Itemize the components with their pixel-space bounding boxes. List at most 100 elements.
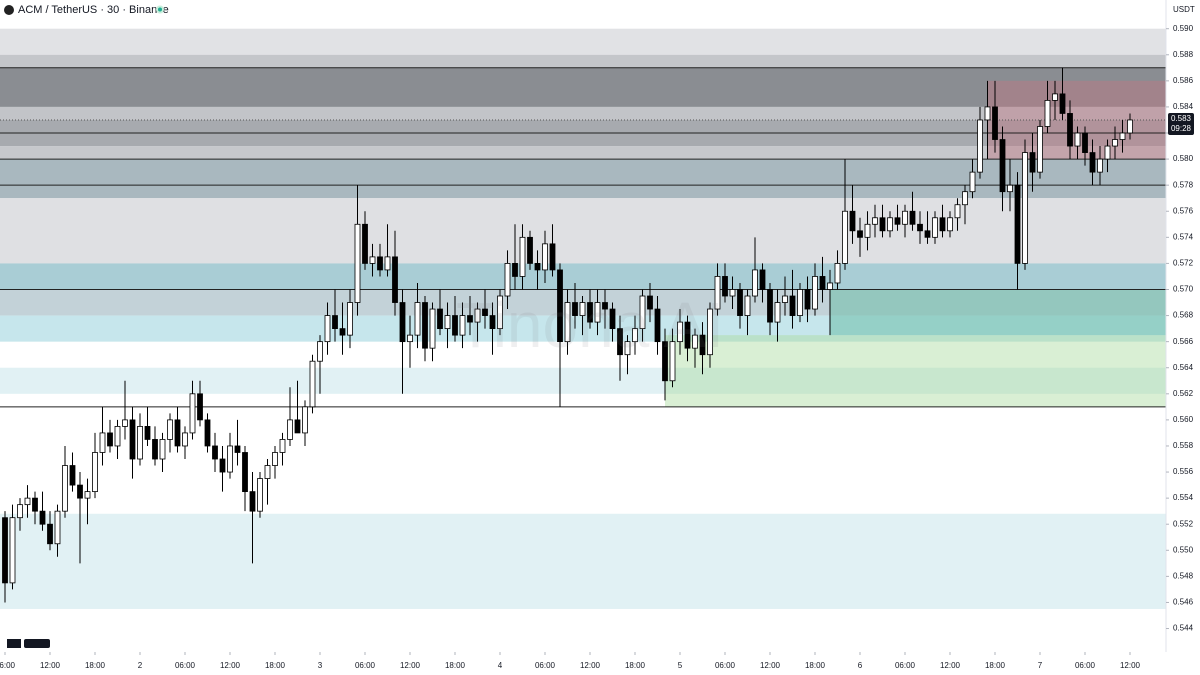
candle-body <box>684 321 691 349</box>
candle-body <box>159 439 166 460</box>
candle-body <box>167 419 173 440</box>
candle-body <box>617 328 623 356</box>
y-tick-label: 0.584 <box>1173 102 1194 111</box>
candle-body <box>1029 152 1036 173</box>
candle-body <box>482 308 488 316</box>
candle-body <box>62 465 68 512</box>
x-tick-label: 12:00 <box>40 661 61 670</box>
y-tick-label: 0.586 <box>1173 76 1194 85</box>
candle-body <box>272 452 278 466</box>
y-tick-label: 0.556 <box>1173 467 1194 476</box>
x-tick-label: 2 <box>138 661 143 670</box>
candle-body <box>819 276 826 290</box>
candle-body <box>197 393 203 421</box>
candle-body <box>1119 132 1126 140</box>
candle-body <box>1104 145 1111 160</box>
candle-body <box>699 334 706 356</box>
y-tick-label: 0.570 <box>1173 285 1194 294</box>
candle-body <box>54 510 61 545</box>
candle-body <box>519 236 526 277</box>
x-tick-label: 18:00 <box>985 661 1006 670</box>
candle-body <box>174 419 181 447</box>
candle-body <box>609 308 616 330</box>
zone <box>0 263 1166 290</box>
status-dot <box>158 7 162 12</box>
candle-body <box>459 315 466 336</box>
candle-body <box>737 289 743 316</box>
candle-body <box>309 360 316 408</box>
candle-body <box>789 295 796 316</box>
candle-body <box>692 334 698 349</box>
candle-body <box>17 504 23 519</box>
candle-body <box>984 106 991 121</box>
x-tick-label: 7 <box>1038 661 1043 670</box>
candle-body <box>497 295 503 330</box>
candle-body <box>549 243 556 271</box>
x-tick-label: 06:00 <box>715 661 736 670</box>
candle-body <box>504 263 511 297</box>
x-tick-label: 18:00 <box>805 661 826 670</box>
candle-body <box>399 302 406 343</box>
candle-body <box>842 210 848 264</box>
candle-body <box>1014 184 1021 264</box>
candle-body <box>1112 139 1118 147</box>
candle-body <box>444 315 451 330</box>
x-tick-label: 18:00 <box>625 661 646 670</box>
y-tick-label: 0.574 <box>1173 232 1194 241</box>
x-tick-label: 18:00 <box>265 661 286 670</box>
countdown-label: 09:28 <box>1171 124 1192 133</box>
candle-body <box>729 289 736 297</box>
candle-body <box>144 426 151 440</box>
candle-body <box>467 315 473 323</box>
candle-body <box>639 295 646 330</box>
y-tick-label: 0.558 <box>1173 441 1194 450</box>
x-tick-label: 12:00 <box>1120 661 1141 670</box>
candle-body <box>767 289 773 323</box>
candle-body <box>489 315 496 330</box>
candle-body <box>317 341 323 362</box>
logo-badge <box>24 639 50 648</box>
candle-body <box>542 243 548 271</box>
x-tick-label: 06:00 <box>1075 661 1096 670</box>
candle-body <box>137 426 143 460</box>
candle-body <box>662 341 668 382</box>
x-tick-label: 06:00 <box>0 661 16 670</box>
candle-body <box>834 263 841 284</box>
candle-body <box>782 295 788 303</box>
candle-body <box>564 302 571 343</box>
x-tick-label: 3 <box>318 661 323 670</box>
candle-body <box>212 445 218 460</box>
y-tick-label: 0.588 <box>1173 50 1194 59</box>
candle-body <box>647 295 653 310</box>
candle-body <box>189 393 196 434</box>
y-tick-label: 0.562 <box>1173 389 1194 398</box>
y-tick-label: 0.550 <box>1173 545 1194 554</box>
candle-body <box>122 419 128 427</box>
candle-body <box>872 217 878 225</box>
zone <box>0 198 1166 264</box>
candle-body <box>752 269 758 297</box>
x-tick-label: 06:00 <box>175 661 196 670</box>
candle-body <box>857 230 863 238</box>
candle-body <box>774 302 781 323</box>
candle-body <box>1127 119 1133 134</box>
candle-body <box>602 302 608 310</box>
y-tick-label: 0.548 <box>1173 571 1194 580</box>
candle-body <box>422 302 428 349</box>
candle-body <box>797 289 803 316</box>
x-tick-label: 06:00 <box>895 661 916 670</box>
candle-body <box>894 217 901 225</box>
candle-body <box>354 223 361 303</box>
candle-body <box>849 210 856 232</box>
candle-body <box>1089 152 1096 173</box>
candle-body <box>624 341 631 356</box>
zone <box>0 67 1166 107</box>
candle-body <box>1074 132 1081 147</box>
y-tick-label: 0.546 <box>1173 598 1194 607</box>
candle-body <box>864 223 871 238</box>
candle-body <box>429 308 436 349</box>
candle-body <box>362 223 368 264</box>
candle-body <box>39 510 46 525</box>
